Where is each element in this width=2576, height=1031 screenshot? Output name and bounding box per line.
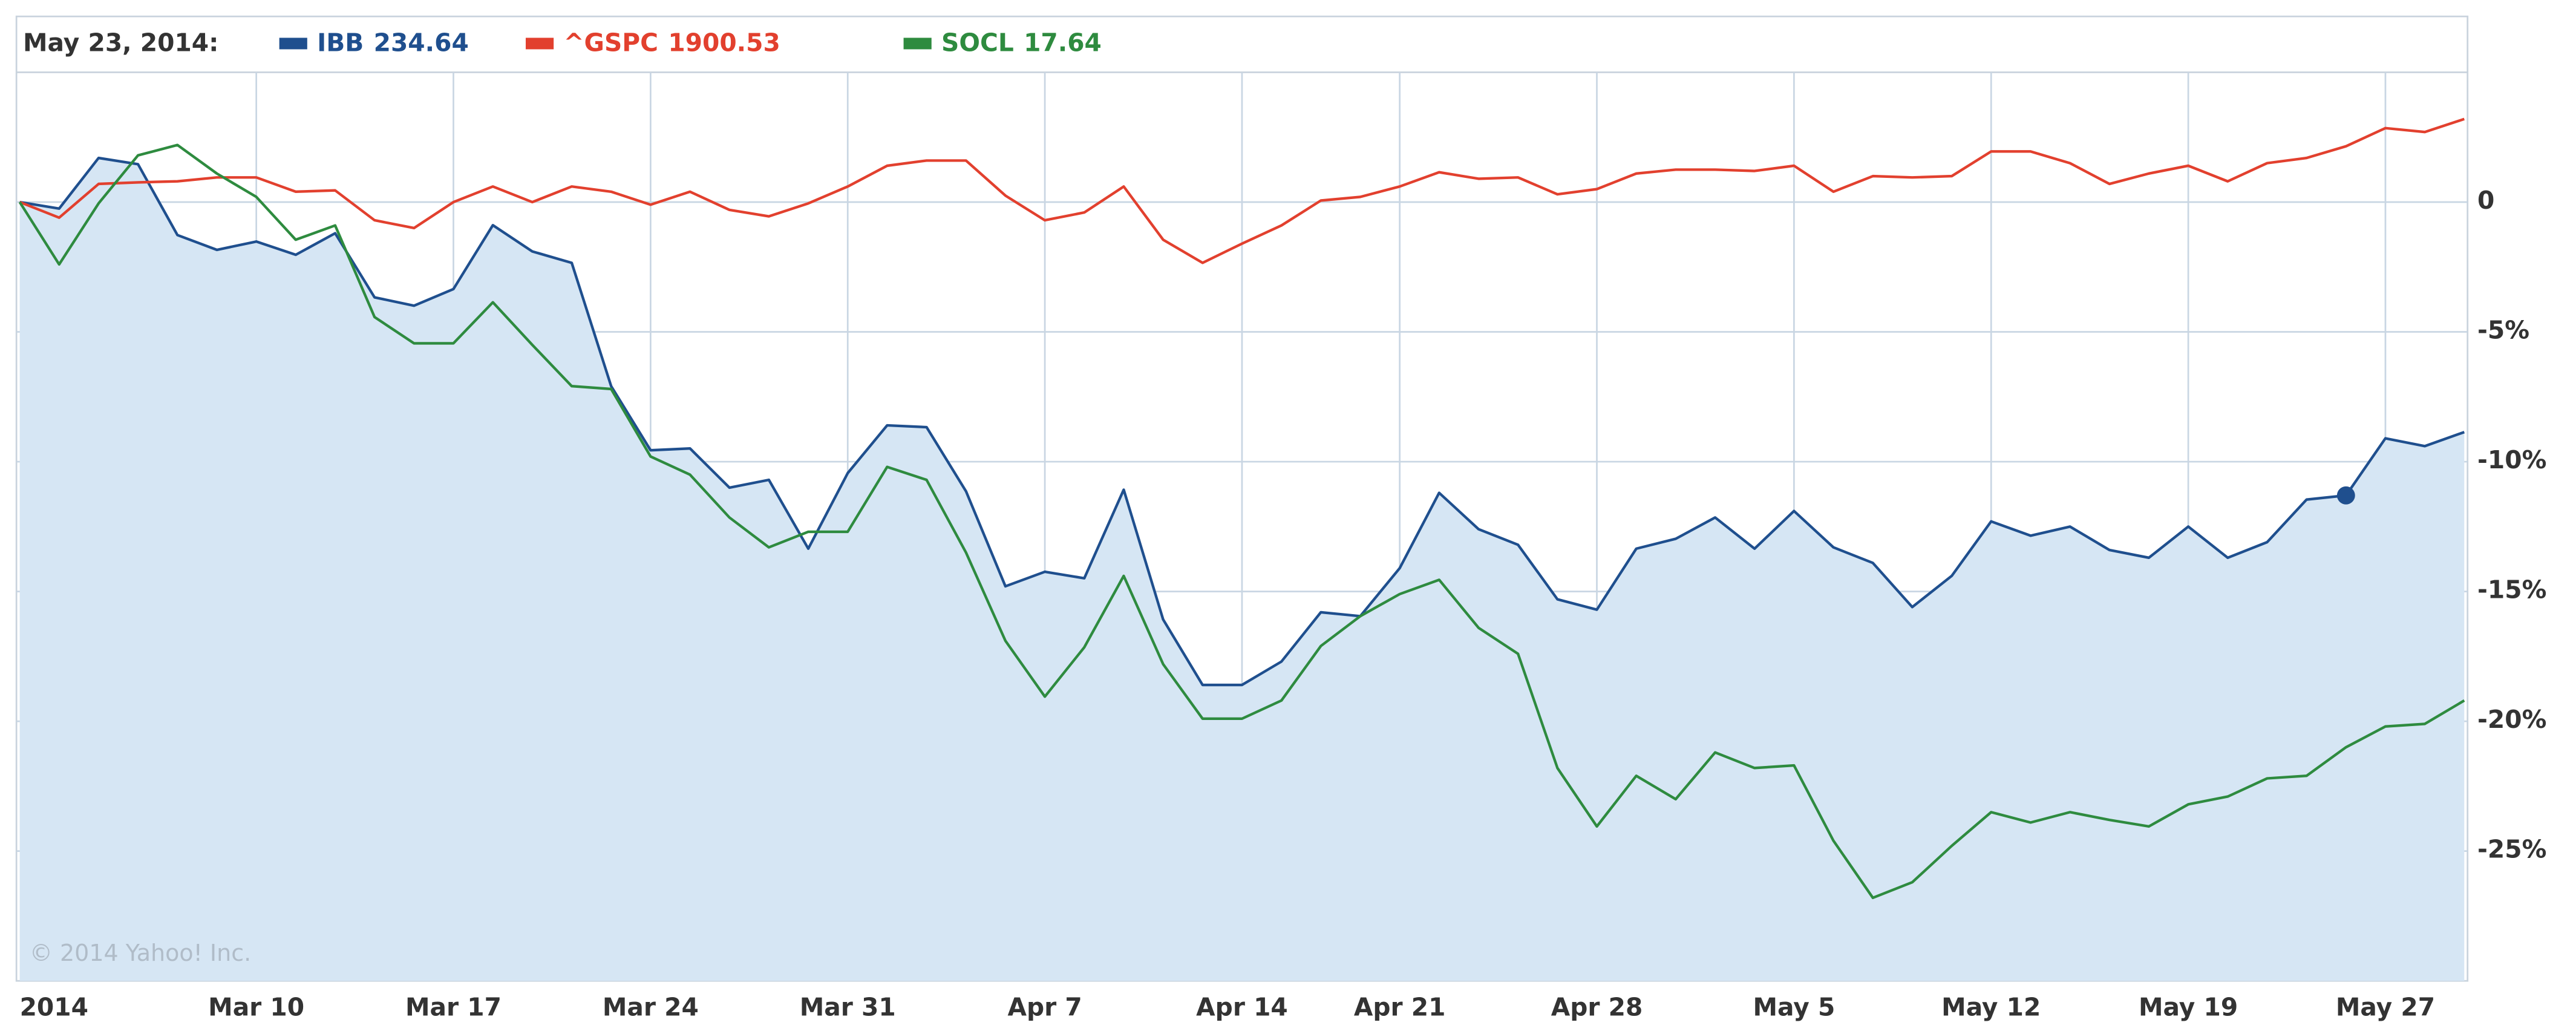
legend-swatch xyxy=(903,38,932,50)
x-tick-label: Mar 31 xyxy=(800,992,896,1021)
legend-entry: SOCL 17.64 xyxy=(941,28,1102,57)
line xyxy=(19,117,2465,264)
legend-name: IBB xyxy=(317,28,364,57)
x-tick-label: May 27 xyxy=(2336,992,2435,1021)
y-tick-label: -25% xyxy=(2477,835,2546,864)
legend-swatch xyxy=(525,38,554,50)
date-label: May 23, 2014: xyxy=(23,28,218,57)
y-tick-label: -15% xyxy=(2477,575,2546,604)
x-tick-label: May 19 xyxy=(2139,992,2238,1021)
legend-quote: 234.64 xyxy=(374,28,469,57)
area xyxy=(19,158,2465,981)
x-tick-label: Apr 21 xyxy=(1354,992,1446,1021)
x-tick-label: 2014 xyxy=(20,992,88,1021)
legend-quote: 1900.53 xyxy=(668,28,780,57)
line xyxy=(19,156,2465,687)
x-tick-label: Apr 14 xyxy=(1196,992,1288,1021)
highlight-dot xyxy=(2336,486,2355,505)
legend-quote: 17.64 xyxy=(1024,28,1102,57)
legend-name: ^GSPC xyxy=(563,28,658,57)
x-tick-label: Mar 17 xyxy=(405,992,502,1021)
legend-entry: IBB 234.64 xyxy=(317,28,469,57)
legend-entry: ^GSPC 1900.53 xyxy=(563,28,780,57)
legend-swatch xyxy=(279,38,307,50)
legend-name: SOCL xyxy=(941,28,1014,57)
x-tick-label: Mar 24 xyxy=(603,992,699,1021)
x-tick-label: Mar 10 xyxy=(208,992,304,1021)
plot-area: 0 -5% -10% -15% -20% -25% 2014 Mar 10 Mar 17 Mar … xyxy=(16,72,2546,1021)
watermark: © 2014 Yahoo! Inc. xyxy=(30,940,251,966)
x-tick-label: Apr 7 xyxy=(1007,992,1082,1021)
x-tick-label: May 12 xyxy=(1941,992,2041,1021)
y-tick-label: -20% xyxy=(2477,705,2546,734)
y-tick-label: -5% xyxy=(2477,316,2529,345)
x-tick-label: May 5 xyxy=(1753,992,1835,1021)
line xyxy=(18,143,2465,900)
y-tick-label: -10% xyxy=(2477,445,2546,474)
x-tick-label: Apr 28 xyxy=(1551,992,1643,1021)
y-tick-label: 0 xyxy=(2477,186,2494,215)
